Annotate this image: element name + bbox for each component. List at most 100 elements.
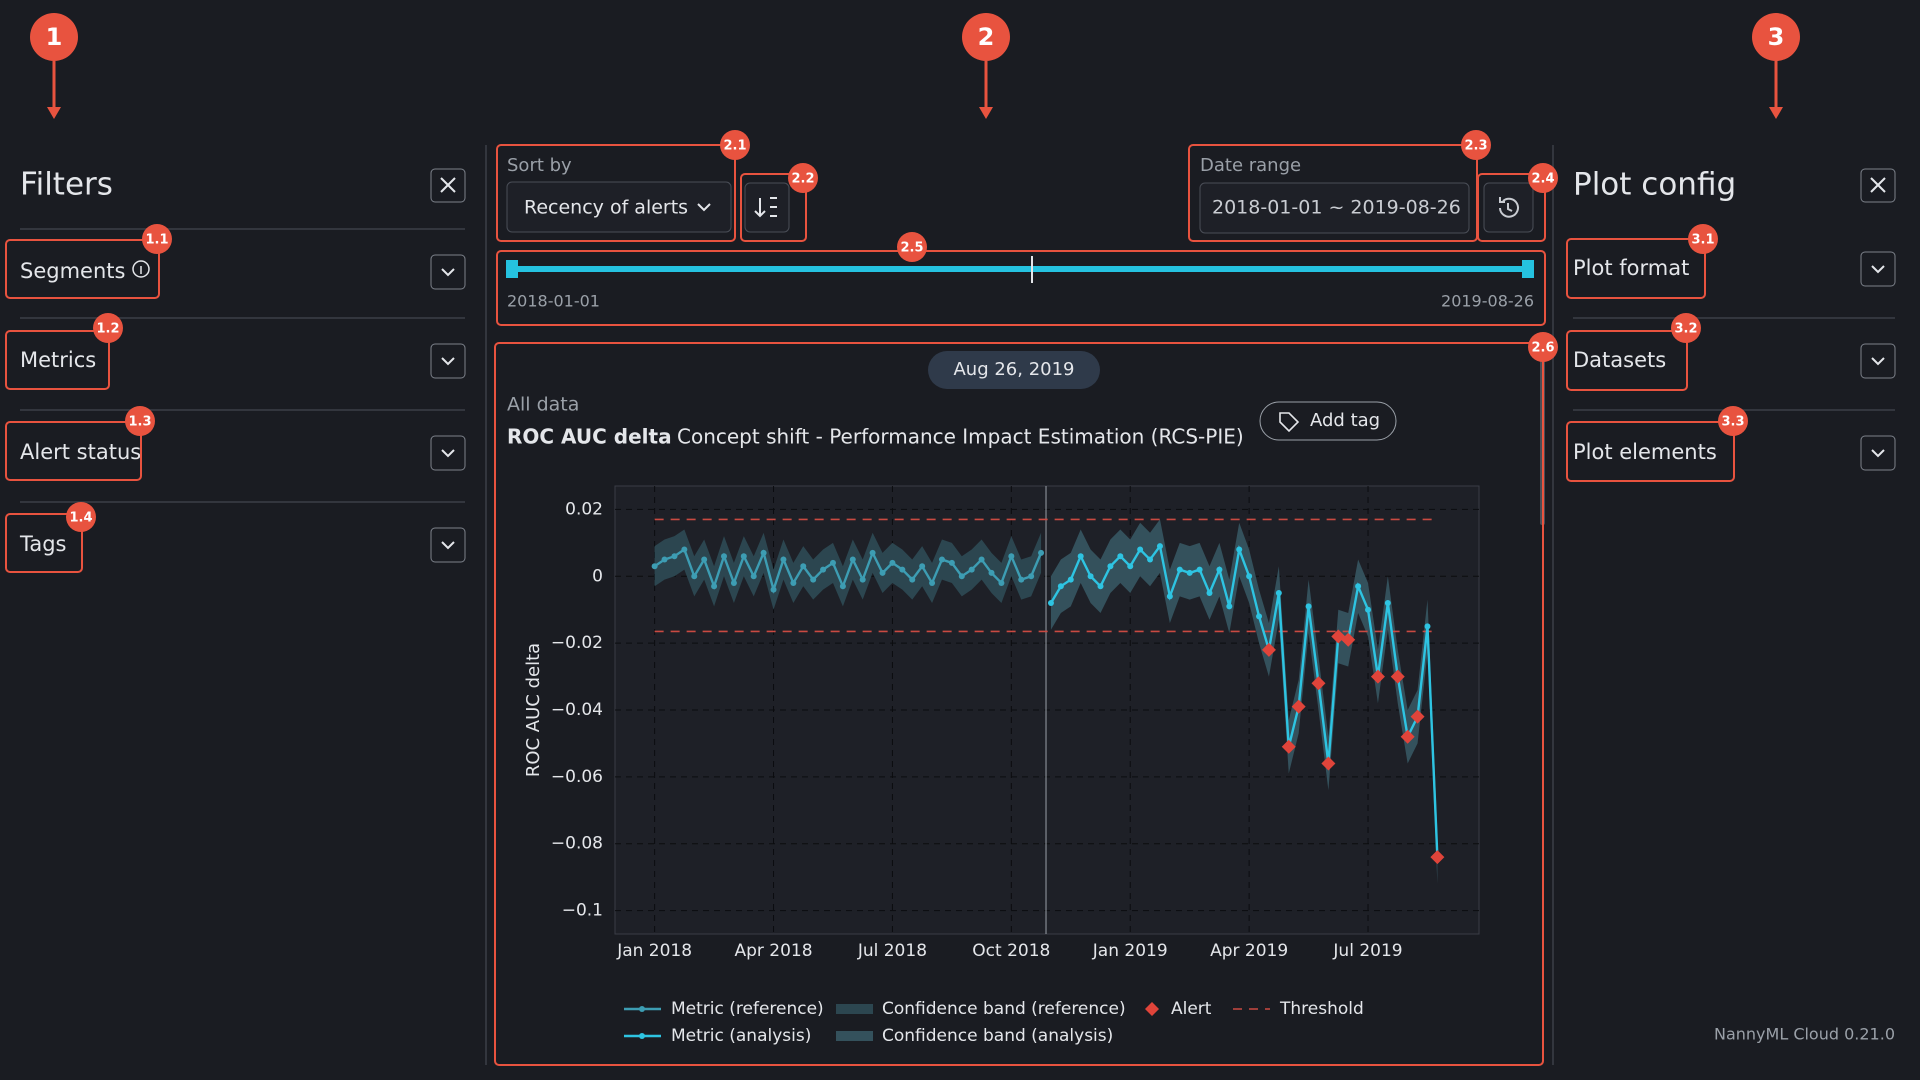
highlight-box bbox=[1566, 330, 1688, 391]
field-label: Sort by bbox=[507, 155, 572, 176]
annotation-badge bbox=[720, 130, 750, 160]
chevron-icon bbox=[1871, 357, 1885, 366]
x-tick-label: Jul 2018 bbox=[857, 941, 927, 961]
metric-point bbox=[1305, 603, 1312, 610]
alert-marker bbox=[1261, 642, 1276, 657]
highlight-box bbox=[740, 173, 807, 242]
metric-point bbox=[909, 576, 916, 583]
slider-label: 2018-01-01 bbox=[507, 292, 600, 311]
annotation-badge bbox=[125, 406, 155, 436]
expand-button[interactable] bbox=[430, 527, 466, 563]
metric-point bbox=[1176, 566, 1183, 573]
annotation-label: 1.2 bbox=[96, 322, 119, 337]
annotation-arrowhead bbox=[47, 107, 61, 119]
expand-button[interactable] bbox=[430, 343, 466, 379]
x-tick-label: Apr 2018 bbox=[734, 941, 812, 961]
chevron-icon bbox=[441, 268, 455, 277]
highlight-box bbox=[1566, 421, 1735, 482]
alert-marker bbox=[1410, 709, 1425, 724]
date-input[interactable] bbox=[1199, 182, 1470, 234]
filter-label[interactable]: Alert status bbox=[20, 440, 141, 464]
expand-button[interactable] bbox=[1860, 251, 1896, 287]
annotation-arrowhead bbox=[979, 107, 993, 119]
metric-point bbox=[780, 556, 787, 563]
metric-point bbox=[879, 569, 886, 576]
config-label[interactable]: Plot elements bbox=[1573, 440, 1717, 464]
annotation-badge bbox=[1752, 13, 1800, 61]
expand-button[interactable] bbox=[1860, 343, 1896, 379]
add-tag-button[interactable] bbox=[1259, 401, 1397, 441]
metric-point bbox=[1067, 576, 1074, 583]
sort-order-button[interactable] bbox=[744, 182, 790, 233]
metric-point bbox=[948, 559, 955, 566]
metric-point bbox=[1256, 613, 1263, 620]
y-tick-label: −0.04 bbox=[551, 700, 603, 720]
metric-point bbox=[661, 556, 668, 563]
metric-point bbox=[998, 579, 1005, 586]
legend-label: Metric (analysis) bbox=[671, 1026, 811, 1046]
annotation-arrowhead bbox=[1769, 107, 1783, 119]
metric-point bbox=[839, 583, 846, 590]
metric-point bbox=[1057, 583, 1064, 590]
filter-label[interactable]: Segments bbox=[20, 259, 125, 283]
chevron-icon bbox=[441, 541, 455, 550]
metric-point bbox=[938, 556, 945, 563]
config-label[interactable]: Plot format bbox=[1573, 256, 1689, 280]
annotation-badge bbox=[962, 13, 1010, 61]
x-tick-label: Jan 2019 bbox=[1092, 941, 1168, 961]
expand-button[interactable] bbox=[430, 254, 466, 290]
alert-marker bbox=[1341, 632, 1356, 647]
metric-point bbox=[1186, 569, 1193, 576]
expand-button[interactable] bbox=[430, 435, 466, 471]
metric-point bbox=[889, 559, 896, 566]
expand-button[interactable] bbox=[1860, 435, 1896, 471]
metric-name: ROC AUC delta bbox=[507, 425, 672, 449]
metric-line bbox=[653, 547, 1043, 594]
y-tick-label: 0.02 bbox=[565, 499, 603, 519]
sort-select[interactable] bbox=[506, 181, 732, 233]
sort-icon bbox=[754, 197, 777, 218]
chevron-icon bbox=[1871, 265, 1885, 274]
add-tag-text: Add tag bbox=[1310, 410, 1380, 431]
slider-handle[interactable] bbox=[506, 260, 518, 278]
alert-marker bbox=[1390, 669, 1405, 684]
close-button[interactable] bbox=[1860, 168, 1896, 203]
legend-swatch bbox=[639, 1006, 645, 1012]
metric-point bbox=[1137, 546, 1144, 553]
date-pill bbox=[928, 351, 1100, 389]
metric-point bbox=[810, 576, 817, 583]
legend-label: Alert bbox=[1171, 999, 1212, 1019]
metric-point bbox=[651, 563, 658, 570]
metric-point bbox=[1424, 623, 1431, 630]
metric-point bbox=[859, 576, 866, 583]
annotation-label: 1.3 bbox=[128, 415, 151, 430]
metric-point bbox=[988, 569, 995, 576]
metric-point bbox=[1117, 553, 1124, 560]
chevron-icon bbox=[441, 449, 455, 458]
filter-label[interactable]: Metrics bbox=[20, 348, 96, 372]
annotation-label: 2.4 bbox=[1531, 172, 1554, 187]
metric-point bbox=[701, 556, 708, 563]
filter-label[interactable]: Tags bbox=[19, 532, 67, 556]
metric-point bbox=[1226, 603, 1233, 610]
annotation-label: 1.4 bbox=[69, 511, 92, 526]
annotation-label: 1.1 bbox=[145, 233, 168, 248]
config-label[interactable]: Datasets bbox=[1573, 348, 1666, 372]
metric-point bbox=[978, 556, 985, 563]
close-button[interactable] bbox=[430, 168, 466, 203]
annotation-label: 2.1 bbox=[723, 139, 746, 154]
date-pill-text: Aug 26, 2019 bbox=[953, 359, 1074, 380]
legend-label: Threshold bbox=[1279, 999, 1364, 1019]
metric-point bbox=[1018, 576, 1025, 583]
metric-point bbox=[1028, 573, 1035, 580]
metric-point bbox=[899, 566, 906, 573]
metric-point bbox=[1384, 600, 1391, 607]
legend-label: Confidence band (analysis) bbox=[882, 1026, 1113, 1046]
slider-handle[interactable] bbox=[1522, 260, 1534, 278]
y-tick-label: −0.1 bbox=[562, 901, 603, 921]
metric-point bbox=[1236, 546, 1243, 553]
metric-point bbox=[750, 573, 757, 580]
confidence-band bbox=[1050, 519, 1438, 884]
metric-point bbox=[1355, 583, 1362, 590]
